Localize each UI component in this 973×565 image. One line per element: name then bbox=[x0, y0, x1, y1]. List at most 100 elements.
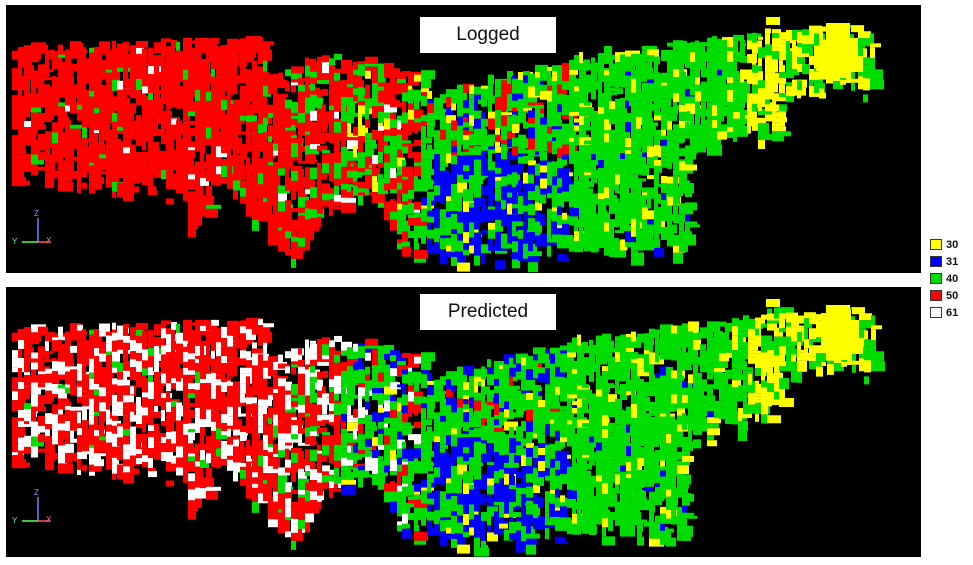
model-block bbox=[661, 139, 668, 146]
model-block bbox=[446, 211, 453, 218]
model-block bbox=[608, 498, 617, 507]
model-block bbox=[123, 370, 133, 377]
model-block bbox=[263, 353, 269, 361]
model-block bbox=[512, 167, 519, 173]
model-block bbox=[183, 319, 192, 330]
model-block bbox=[99, 332, 110, 337]
model-block bbox=[608, 482, 613, 488]
model-block bbox=[421, 121, 428, 127]
model-block bbox=[434, 97, 443, 109]
model-block bbox=[390, 211, 402, 220]
model-block bbox=[695, 124, 704, 135]
model-block bbox=[130, 386, 134, 395]
model-block bbox=[642, 61, 646, 67]
model-block bbox=[695, 87, 703, 92]
model-block bbox=[661, 145, 672, 153]
model-block bbox=[24, 421, 29, 425]
model-block bbox=[727, 76, 734, 83]
model-block bbox=[291, 101, 298, 113]
model-block bbox=[408, 367, 412, 372]
model-block bbox=[569, 88, 578, 98]
model-block bbox=[176, 157, 186, 165]
model-block bbox=[233, 386, 241, 396]
model-block bbox=[77, 452, 87, 460]
model-block bbox=[488, 149, 499, 154]
model-block bbox=[569, 197, 577, 208]
model-block bbox=[161, 42, 166, 47]
model-block bbox=[870, 79, 884, 90]
model-block bbox=[216, 359, 222, 368]
model-block bbox=[82, 377, 90, 382]
model-block bbox=[347, 442, 356, 446]
model-block bbox=[365, 401, 370, 410]
model-block bbox=[188, 158, 193, 162]
model-block bbox=[579, 71, 586, 76]
model-block bbox=[99, 105, 108, 111]
model-block bbox=[216, 465, 220, 469]
model-block bbox=[268, 151, 276, 159]
model-block bbox=[171, 39, 177, 48]
model-block bbox=[509, 427, 514, 439]
model-block bbox=[18, 328, 24, 336]
model-block bbox=[487, 500, 500, 507]
model-block bbox=[533, 485, 540, 494]
model-block bbox=[384, 104, 397, 113]
model-block bbox=[695, 101, 700, 109]
model-block bbox=[631, 408, 641, 418]
model-block bbox=[495, 141, 500, 147]
model-block bbox=[758, 107, 762, 112]
model-block bbox=[233, 365, 237, 377]
model-block bbox=[402, 201, 408, 205]
model-block bbox=[584, 121, 590, 127]
model-block bbox=[495, 231, 501, 241]
model-block bbox=[77, 52, 82, 59]
model-block bbox=[414, 249, 428, 259]
model-block bbox=[481, 544, 488, 548]
model-block bbox=[38, 121, 44, 126]
model-block bbox=[602, 446, 611, 453]
model-block bbox=[733, 136, 737, 142]
model-block bbox=[620, 395, 627, 400]
model-block bbox=[434, 242, 444, 250]
model-block bbox=[685, 121, 689, 125]
model-block bbox=[772, 73, 781, 78]
model-block bbox=[70, 124, 83, 129]
model-block bbox=[758, 123, 769, 135]
model-block bbox=[579, 227, 583, 234]
model-block bbox=[589, 461, 595, 466]
model-block bbox=[341, 111, 347, 122]
model-block bbox=[772, 47, 785, 52]
model-block bbox=[263, 49, 272, 61]
model-block bbox=[598, 168, 609, 178]
model-block bbox=[358, 358, 362, 370]
model-block bbox=[154, 361, 159, 373]
model-block bbox=[695, 139, 705, 144]
model-block bbox=[291, 452, 300, 463]
model-block bbox=[591, 241, 598, 253]
model-block bbox=[130, 327, 136, 333]
model-block bbox=[765, 33, 770, 45]
model-block bbox=[451, 120, 460, 131]
model-block bbox=[501, 140, 507, 145]
model-block bbox=[216, 439, 222, 449]
model-block bbox=[457, 84, 463, 93]
model-block bbox=[440, 500, 448, 509]
model-block bbox=[246, 157, 250, 164]
model-block bbox=[240, 68, 246, 77]
model-block bbox=[758, 36, 763, 40]
model-block bbox=[341, 484, 356, 495]
model-block bbox=[526, 442, 534, 448]
model-block bbox=[89, 116, 94, 125]
model-block bbox=[112, 332, 123, 341]
model-block bbox=[528, 78, 536, 87]
model-block bbox=[322, 122, 327, 133]
model-block bbox=[130, 85, 138, 89]
model-block bbox=[501, 148, 508, 160]
model-block bbox=[221, 119, 232, 130]
model-block bbox=[421, 70, 435, 80]
model-block bbox=[557, 76, 566, 85]
model-block bbox=[512, 236, 516, 242]
model-block bbox=[574, 176, 578, 181]
model-block bbox=[609, 59, 613, 64]
model-block bbox=[106, 418, 112, 425]
